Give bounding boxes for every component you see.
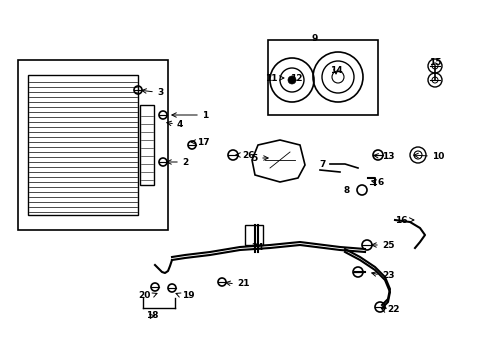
Text: 24: 24 [251,243,264,252]
Text: 19: 19 [182,291,194,300]
Text: 26: 26 [242,150,254,159]
Bar [28,75,138,215]
Text: 4: 4 [177,120,183,129]
Text: 13: 13 [381,152,394,161]
Text: 8: 8 [343,185,349,194]
Bar [267,40,377,115]
Text: 10: 10 [431,152,444,161]
Text: 11: 11 [265,73,278,82]
Text: 15: 15 [428,58,440,67]
Text: 17: 17 [197,138,209,147]
Bar [244,225,263,245]
Bar [140,105,154,185]
Text: 22: 22 [386,306,399,315]
Text: 5: 5 [251,153,258,162]
Text: 25: 25 [381,240,394,249]
Bar [18,60,168,230]
Text: 9: 9 [311,33,318,42]
Text: 20: 20 [138,291,151,300]
Circle shape [287,76,295,84]
Text: 23: 23 [381,270,394,279]
Text: 2: 2 [182,158,188,166]
Text: 6: 6 [377,177,384,186]
Text: 7: 7 [319,159,325,168]
Text: 18: 18 [145,311,158,320]
Text: 21: 21 [237,279,249,288]
Text: 16: 16 [395,216,407,225]
Text: 1: 1 [202,111,208,120]
Text: 14: 14 [329,66,342,75]
Text: 3: 3 [157,87,163,96]
Text: 12: 12 [290,73,303,82]
